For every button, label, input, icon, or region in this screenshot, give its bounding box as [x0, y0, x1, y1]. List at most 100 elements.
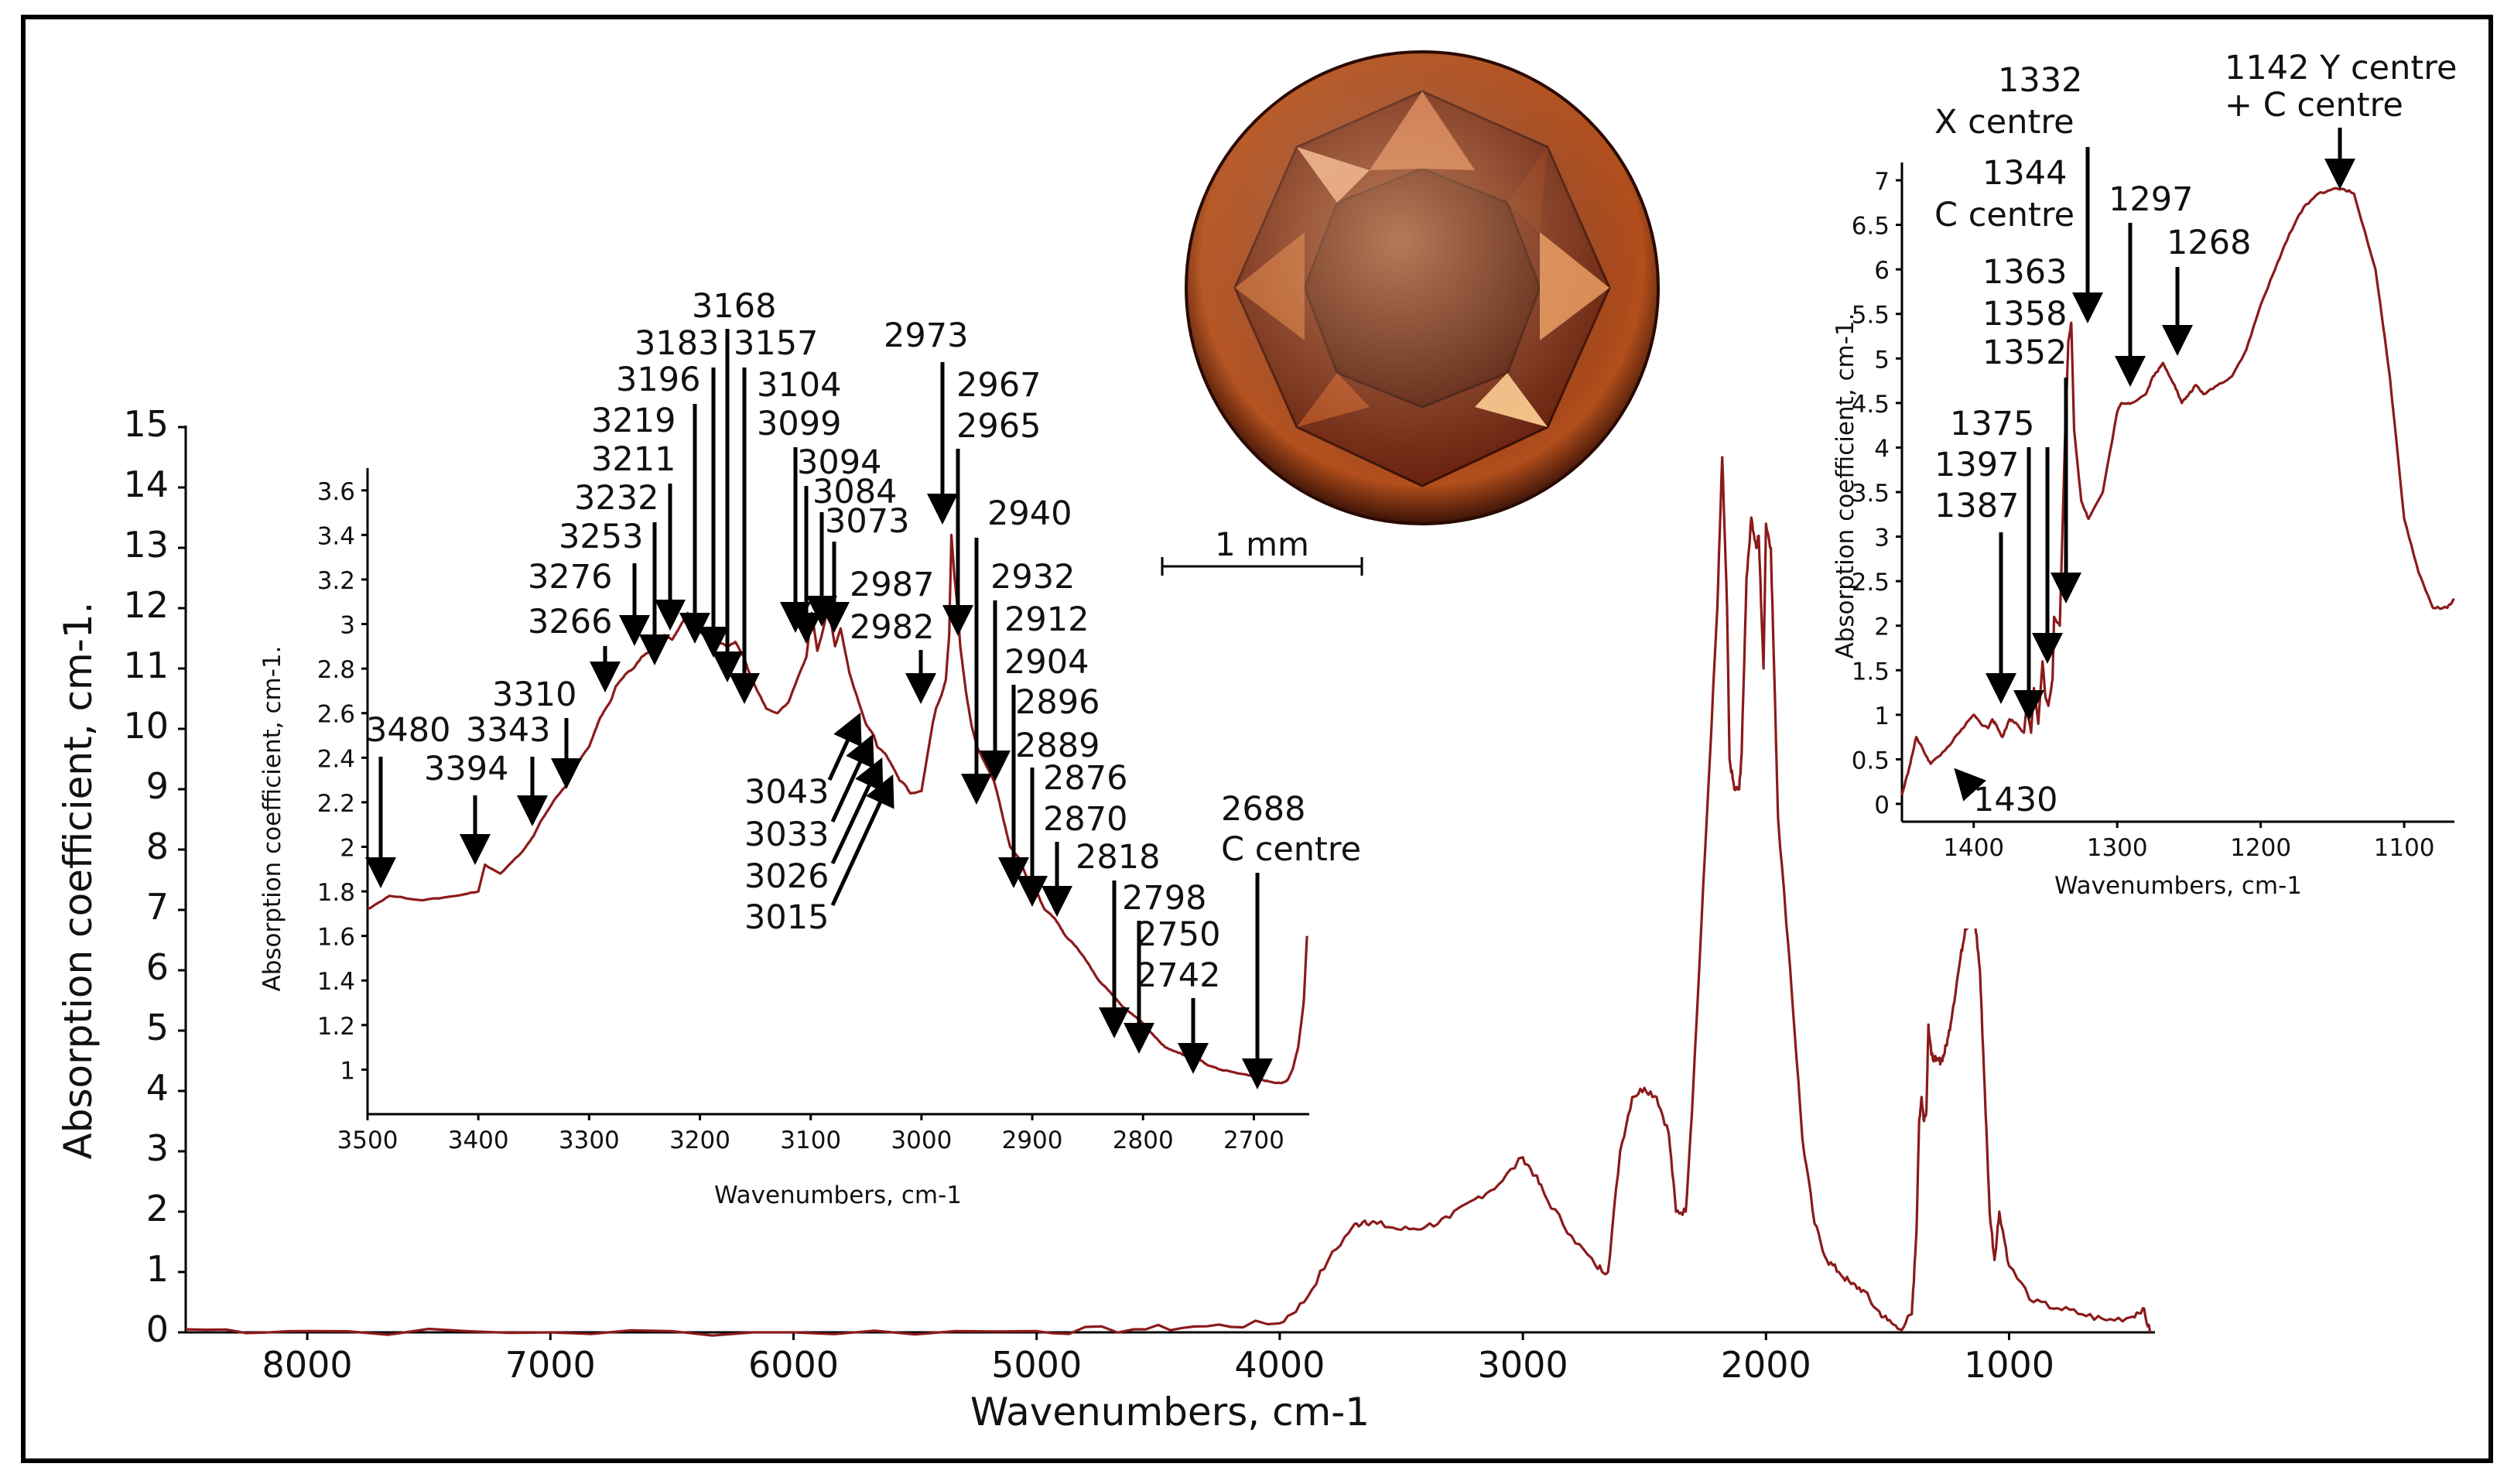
- peak-label-2912: 2912: [1004, 600, 1089, 639]
- peak-label-1344: 1344: [1982, 154, 2067, 193]
- main-x-tick-label: 2000: [1721, 1344, 1811, 1386]
- right-inset-y-axis-label: Absorption coefficient, cm-1.: [1832, 313, 1859, 659]
- right-inset-annotations: 1332 X centre 1344 C centre 1363 1358 13…: [1934, 49, 2457, 819]
- main-y-tick-label: 7: [146, 886, 169, 928]
- inset-left-x-tick-label: 3000: [891, 1127, 952, 1154]
- left-inset-y-axis-label: Absorption coefficient, cm-1.: [258, 646, 286, 992]
- peak-label-2932: 2932: [990, 558, 1075, 597]
- main-y-tick-label: 10: [123, 705, 169, 747]
- peak-label-1358: 1358: [1982, 295, 2067, 333]
- main-y-tick-label: 12: [123, 584, 169, 626]
- main-x-tick-label: 3000: [1478, 1344, 1568, 1386]
- peak-label-3310: 3310: [492, 675, 576, 714]
- main-y-tick-label: 5: [146, 1007, 169, 1048]
- peak-label-1332-x-centre: X centre: [1934, 103, 2074, 142]
- inset-left-x-tick-label: 2800: [1113, 1127, 1174, 1154]
- peak-label-1268: 1268: [2167, 224, 2251, 262]
- figure-frame: [21, 15, 2493, 1463]
- inset-left-x-tick-label: 3500: [337, 1127, 398, 1154]
- inset-left-y-tick-label: 1.6: [317, 924, 355, 952]
- inset-left-x-tick-label: 3400: [448, 1127, 509, 1154]
- main-x-tick-label: 7000: [505, 1344, 596, 1386]
- inset-right-y-tick-label: 1.5: [1852, 658, 1890, 686]
- inset-left-y-tick-label: 1.2: [317, 1013, 355, 1041]
- peak-label-2987: 2987: [850, 566, 934, 604]
- peak-label-1352: 1352: [1982, 333, 2067, 372]
- peak-label-3099: 3099: [757, 405, 841, 443]
- inset-left-x-tick-label: 2700: [1223, 1127, 1284, 1154]
- peak-label-1430: 1430: [1973, 781, 2057, 819]
- peak-label-3043: 3043: [744, 773, 829, 812]
- main-x-axis-label: Wavenumbers, cm-1: [970, 1390, 1370, 1434]
- inset-right-y-tick-label: 2.5: [1852, 569, 1890, 597]
- main-y-tick-label: 14: [123, 463, 169, 505]
- main-x-tick-label: 6000: [748, 1344, 839, 1386]
- inset-left-y-tick-label: 1.8: [317, 879, 355, 907]
- peak-label-2904: 2904: [1004, 643, 1089, 682]
- peak-label-2982: 2982: [850, 608, 934, 647]
- main-x-tick-label: 1000: [1964, 1344, 2054, 1386]
- peak-label-3276: 3276: [528, 558, 612, 597]
- inset-left-y-tick-label: 2.4: [317, 745, 355, 773]
- peak-arrow-3043: [827, 712, 862, 781]
- main-y-tick-label: 1: [146, 1248, 169, 1290]
- main-x-tick-label: 4000: [1234, 1344, 1325, 1386]
- inset-left-y-tick-label: 1: [340, 1057, 355, 1085]
- left-inset-x-axis-label: Wavenumbers, cm-1: [714, 1181, 962, 1209]
- peak-label-3394: 3394: [424, 750, 508, 788]
- inset-right-y-tick-label: 0: [1874, 792, 1890, 819]
- gem-photo: [1185, 50, 1660, 525]
- inset-right-x-tick-label: 1400: [1943, 834, 2004, 862]
- right-inset-chart: 1400 1300 1200 1100 0 0.5 1 1.5 2 2.5 3 3.5 4 4.5 5 5.5…: [1832, 155, 2461, 928]
- peak-label-3168: 3168: [692, 287, 776, 326]
- peak-label-3073: 3073: [825, 502, 909, 541]
- peak-label-1387: 1387: [1934, 487, 2019, 525]
- peak-arrow-3033: [830, 733, 874, 823]
- peak-label-2967: 2967: [956, 366, 1041, 405]
- inset-left-y-tick-label: 3.2: [317, 567, 355, 595]
- peak-label-3480: 3480: [366, 711, 450, 750]
- peak-label-3084: 3084: [812, 473, 897, 511]
- peak-label-3219: 3219: [591, 402, 676, 440]
- peak-label-3253: 3253: [559, 518, 643, 556]
- main-y-tick-label: 4: [146, 1067, 169, 1109]
- inset-left-y-tick-label: 3: [340, 612, 355, 640]
- peak-label-3211: 3211: [591, 440, 676, 479]
- main-y-tick-label: 0: [146, 1308, 169, 1350]
- inset-right-y-tick-label: 4: [1874, 435, 1890, 463]
- peak-label-2940: 2940: [987, 494, 1072, 533]
- inset-left-x-tick-label: 3200: [669, 1127, 730, 1154]
- peak-label-2798: 2798: [1122, 879, 1206, 918]
- peak-arrow-3015: [830, 774, 894, 907]
- inset-right-y-tick-label: 5: [1874, 346, 1890, 374]
- peak-label-3015: 3015: [744, 898, 829, 937]
- peak-label-2818: 2818: [1076, 838, 1160, 877]
- inset-right-y-tick-label: 3.5: [1852, 480, 1890, 508]
- inset-right-y-tick-label: 6.5: [1852, 213, 1890, 241]
- peak-arrow-1430: [1954, 768, 1986, 802]
- peak-label-1344-c-centre: C centre: [1934, 196, 2074, 234]
- peak-label-1142-c-centre: + C centre: [2225, 86, 2403, 125]
- main-y-tick-label: 13: [123, 524, 169, 566]
- peak-label-3266: 3266: [528, 603, 612, 641]
- inset-left-y-tick-label: 3.6: [317, 478, 355, 506]
- inset-right-y-tick-label: 1: [1874, 703, 1890, 730]
- peak-label-3343: 3343: [466, 711, 550, 750]
- main-y-tick-label: 9: [146, 765, 169, 807]
- scale-bar: 1 mm: [1161, 525, 1363, 576]
- right-inset-spectrum-line: [1900, 186, 2455, 795]
- peak-label-3232: 3232: [574, 479, 658, 518]
- main-y-tick-label: 8: [146, 826, 169, 867]
- peak-label-3157: 3157: [734, 324, 818, 363]
- peak-label-2973: 2973: [884, 316, 968, 355]
- peak-label-1375: 1375: [1950, 405, 2034, 443]
- inset-left-y-tick-label: 1.4: [317, 968, 355, 996]
- inset-left-y-tick-label: 2.8: [317, 656, 355, 684]
- main-x-tick-label: 5000: [991, 1344, 1082, 1386]
- inset-right-y-tick-label: 5.5: [1852, 302, 1890, 330]
- main-y-tick-label: 3: [146, 1127, 169, 1169]
- inset-left-y-tick-label: 3.4: [317, 522, 355, 550]
- peak-label-3183: 3183: [634, 324, 719, 363]
- peak-label-2896: 2896: [1015, 683, 1100, 722]
